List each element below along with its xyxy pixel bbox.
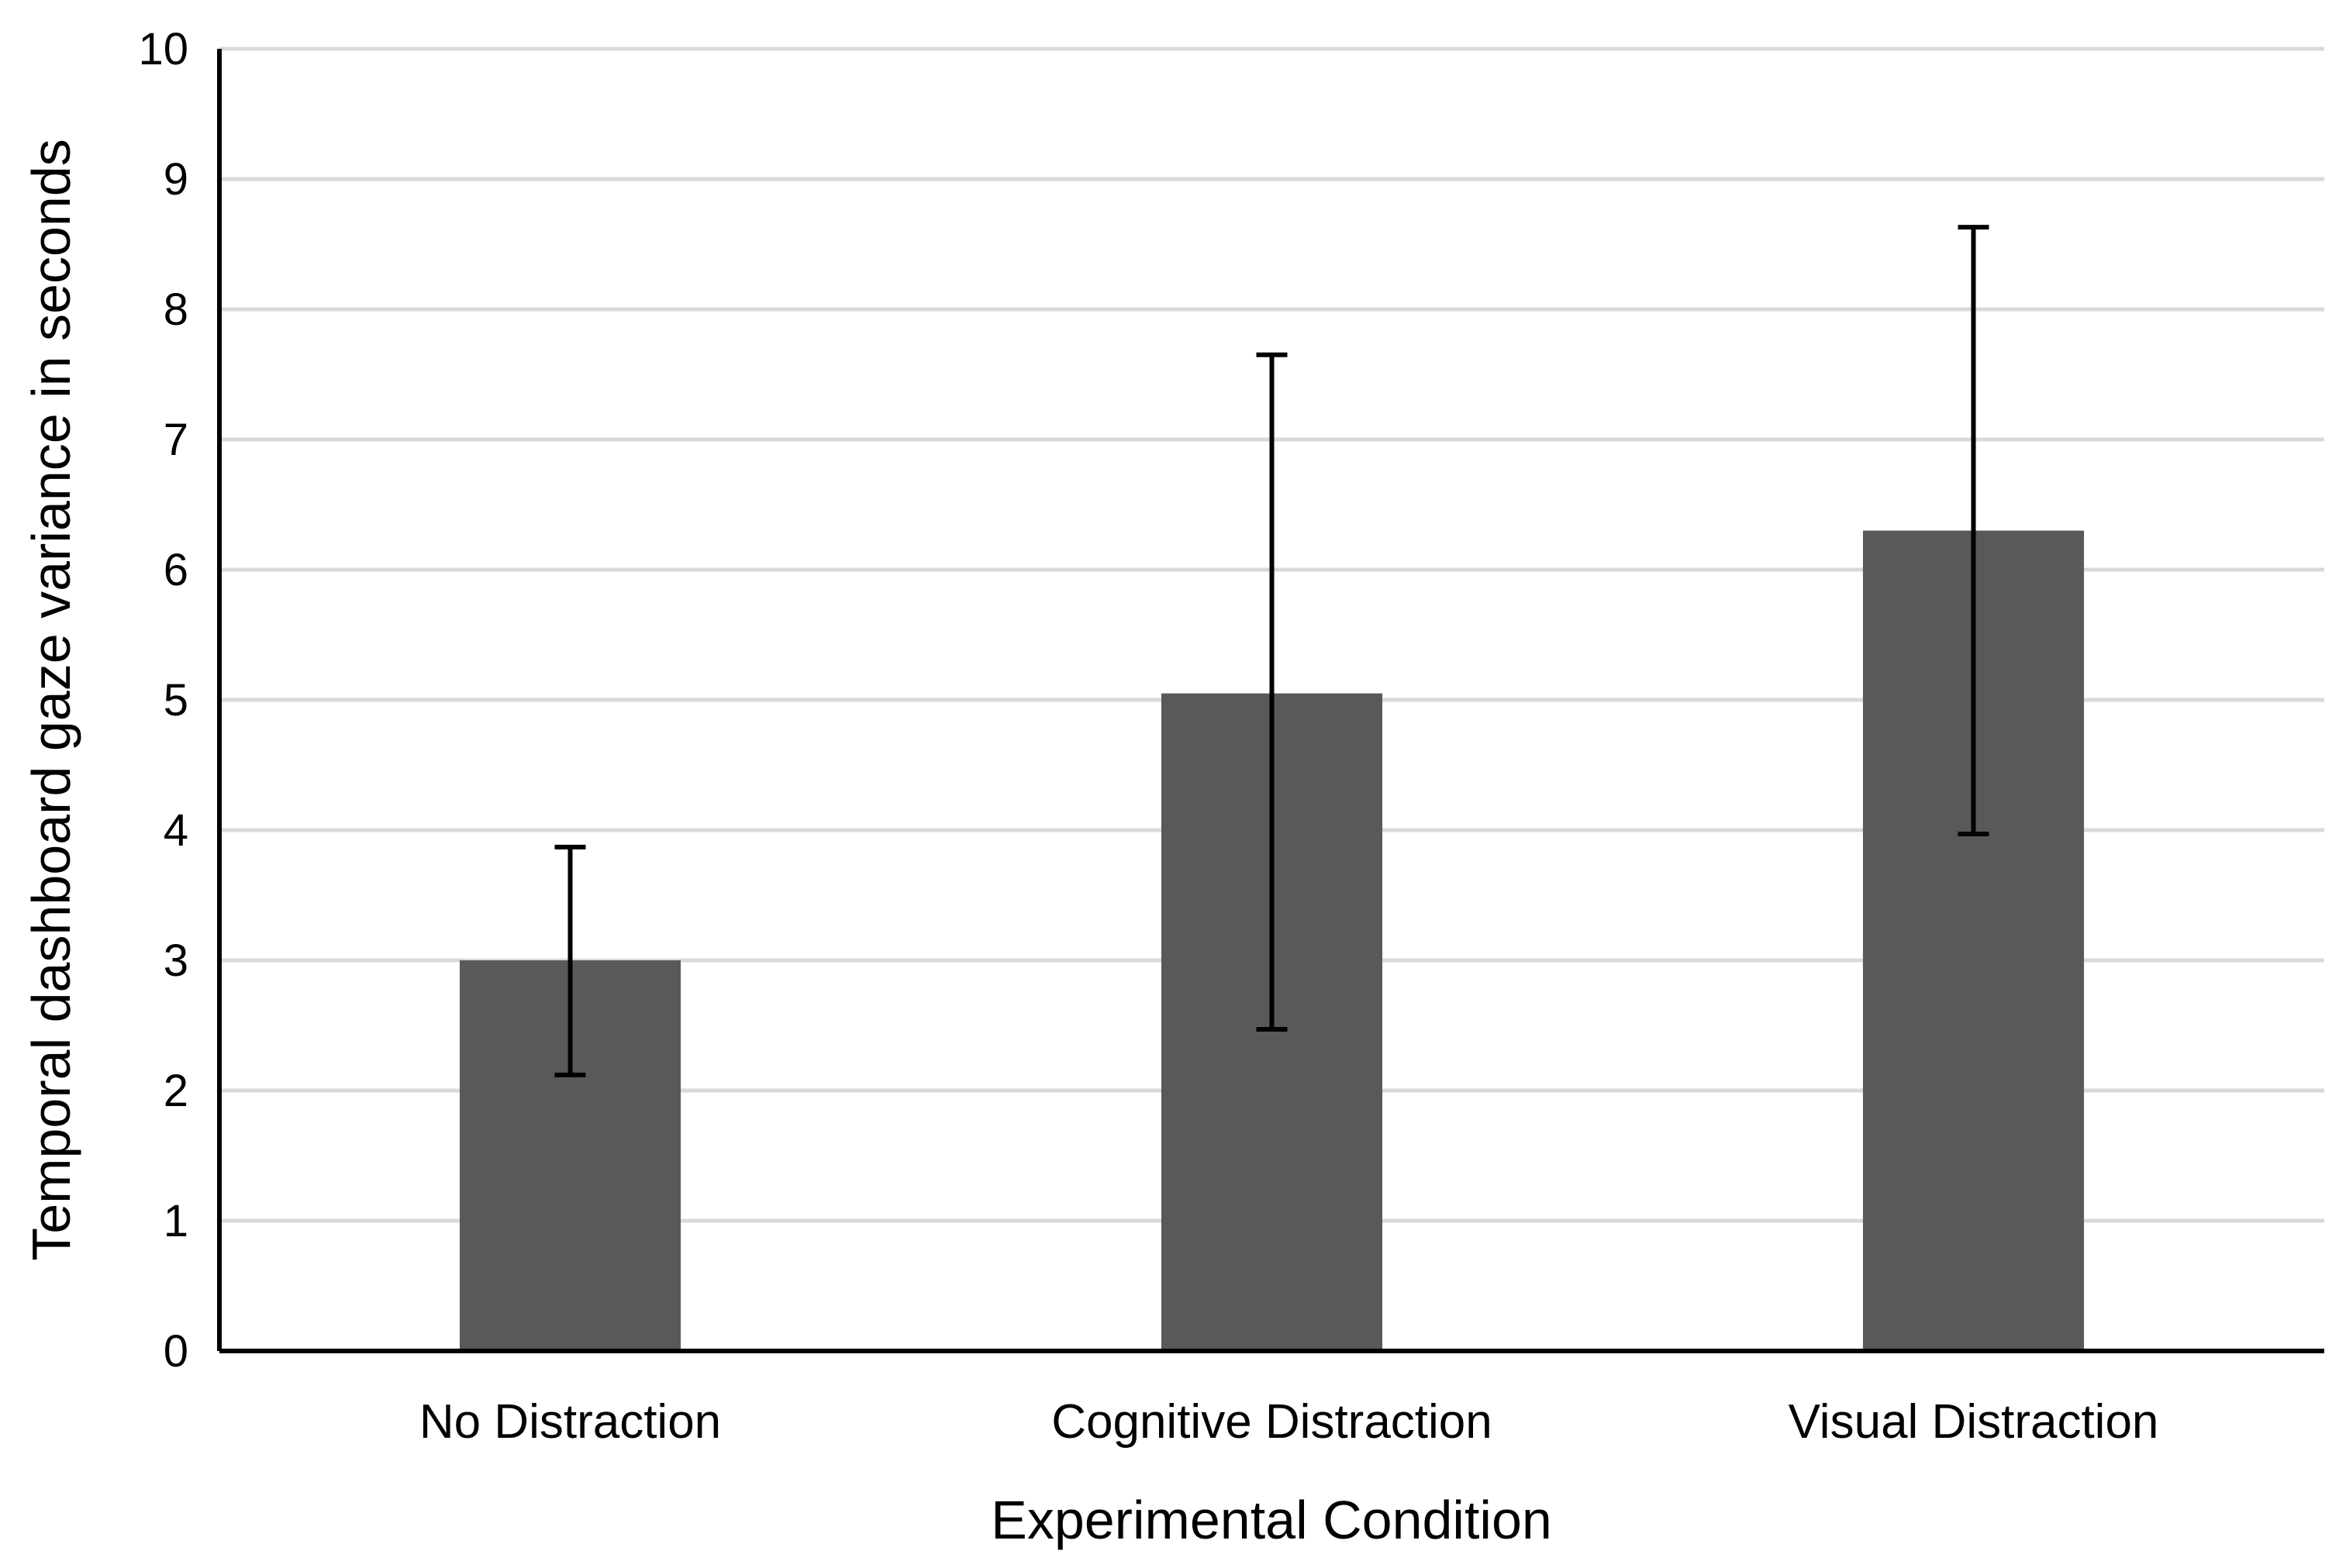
axes <box>217 49 2324 1353</box>
y-tick-label: 8 <box>164 284 188 335</box>
y-tick-label: 1 <box>164 1196 188 1246</box>
y-tick-labels: 0 1 2 3 4 5 6 7 8 9 10 <box>138 24 188 1377</box>
x-tick-labels: No Distraction Cognitive Distraction Visua… <box>419 1395 2159 1449</box>
error-bars <box>554 225 1989 1077</box>
y-tick-label: 7 <box>164 415 188 465</box>
y-tick-label: 9 <box>164 154 188 205</box>
y-axis-title: Temporal dashboard gaze variance in seco… <box>21 139 81 1261</box>
y-tick-label: 6 <box>164 545 188 595</box>
y-tick-label: 5 <box>164 675 188 725</box>
x-tick-label: No Distraction <box>419 1395 721 1449</box>
x-tick-label: Cognitive Distraction <box>1051 1395 1492 1449</box>
y-tick-label: 3 <box>164 936 188 986</box>
y-tick-label: 2 <box>164 1066 188 1116</box>
y-tick-label: 4 <box>164 805 188 856</box>
y-tick-label: 10 <box>138 24 188 74</box>
y-tick-label: 0 <box>164 1326 188 1377</box>
x-tick-label: Visual Distraction <box>1789 1395 2159 1449</box>
x-axis-title: Experimental Condition <box>991 1490 1552 1550</box>
